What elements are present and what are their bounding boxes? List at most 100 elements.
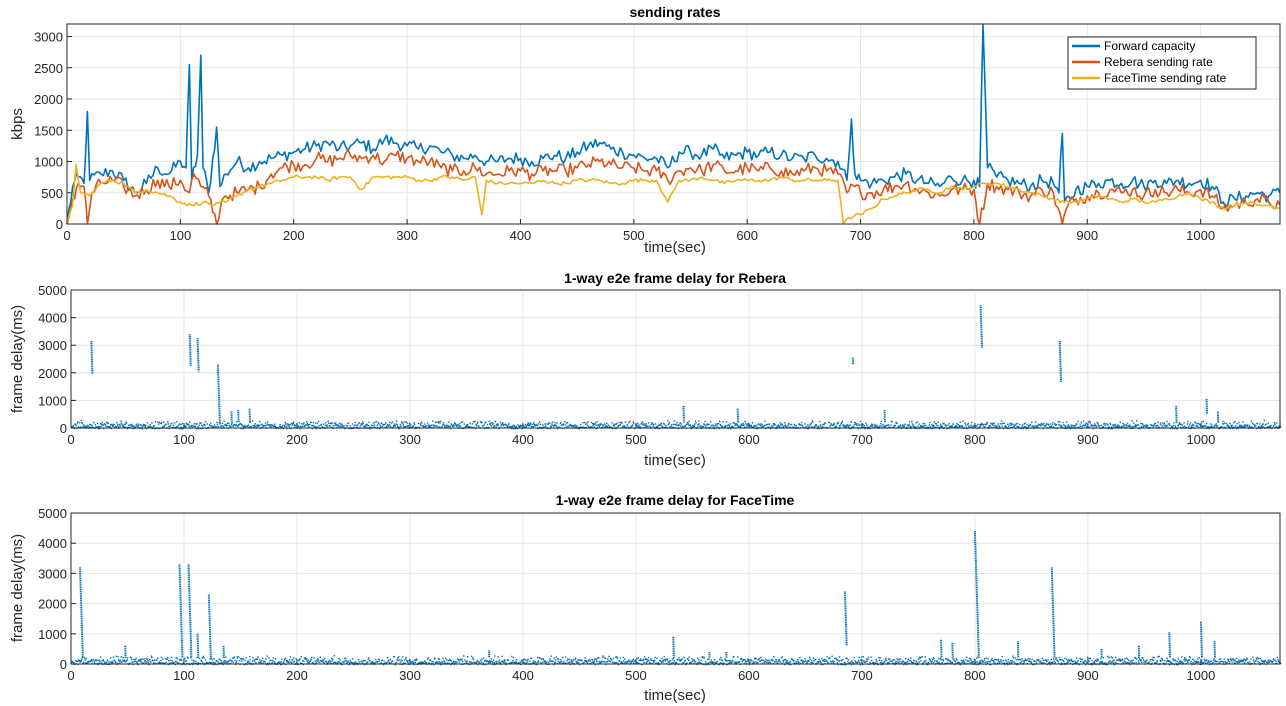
x-tick-label: 300 <box>399 668 421 683</box>
legend-label-rebera: Rebera sending rate <box>1104 55 1213 69</box>
y-tick-label: 2000 <box>38 366 67 381</box>
plot-frame <box>66 23 1281 225</box>
x-tick-label: 400 <box>510 228 532 243</box>
y-tick-label: 5000 <box>38 283 67 298</box>
gridlines <box>70 289 1280 429</box>
delay-spike <box>1205 398 1209 415</box>
x-tick-label: 500 <box>625 668 647 683</box>
delay-spike <box>1050 567 1056 658</box>
delay-spike <box>79 567 84 658</box>
chart-title: sending rates <box>629 4 720 20</box>
delay-spike <box>196 338 200 372</box>
x-tick-label: 900 <box>1076 228 1098 243</box>
x-tick-label: 800 <box>964 432 986 447</box>
panel-rebera-delay: 1-way e2e frame delay for Rebera 0 100 200… <box>9 270 1282 469</box>
delay-spike <box>1168 632 1172 658</box>
y-tick-label: 2000 <box>38 597 67 612</box>
delay-spike <box>1016 641 1020 658</box>
x-tick-label: 500 <box>623 228 645 243</box>
delay-points-baseline <box>71 655 1282 666</box>
x-tick-label: 200 <box>286 432 308 447</box>
delay-spike <box>940 639 943 658</box>
series-line-facetime-sending-rate <box>66 163 1281 225</box>
y-tick-label: 0 <box>60 421 67 436</box>
delay-spike <box>682 405 685 423</box>
legend-label-facetime: FaceTime sending rate <box>1104 71 1227 85</box>
plot-frame <box>70 512 1281 665</box>
x-tick-label: 900 <box>1077 432 1099 447</box>
panel-facetime-delay: 1-way e2e frame delay for FaceTime 0 100 2… <box>9 492 1282 704</box>
delay-spike <box>1175 405 1178 423</box>
delay-spike <box>1058 341 1063 383</box>
x-tick-label: 0 <box>67 432 74 447</box>
delay-points-baseline <box>71 419 1282 430</box>
y-tick-label: 1000 <box>38 393 67 408</box>
x-tick-label: 200 <box>286 668 308 683</box>
y-tick-label: 3000 <box>38 338 67 353</box>
x-tick-label: 600 <box>738 668 760 683</box>
chart-title: 1-way e2e frame delay for FaceTime <box>556 492 795 508</box>
x-axis-label: time(sec) <box>644 452 706 469</box>
panel-sending-rates: sending rates 0 100 200 300 400 500 600 700 800 9… <box>9 4 1281 256</box>
delay-spike <box>1213 641 1216 658</box>
legend-label-forward: Forward capacity <box>1104 39 1195 53</box>
y-tick-label: 4000 <box>38 536 67 551</box>
y-tick-label: 1500 <box>34 123 63 138</box>
delay-spike <box>207 594 212 658</box>
tick-labels: 0 100 200 300 400 500 600 700 800 900 1000 0 1000 200… <box>38 283 1215 447</box>
x-tick-label: 900 <box>1077 668 1099 683</box>
x-tick-label: 100 <box>173 668 195 683</box>
x-tick-label: 500 <box>625 432 647 447</box>
x-tick-label: 200 <box>283 228 305 243</box>
y-axis-label: frame delay(ms) <box>9 305 26 413</box>
delay-spike <box>188 334 192 366</box>
tick-labels: 0 100 200 300 400 500 600 700 800 900 1000 0 500 1000… <box>34 30 1215 244</box>
x-tick-label: 300 <box>396 228 418 243</box>
y-tick-label: 3000 <box>38 566 67 581</box>
delay-spike <box>187 564 193 658</box>
y-tick-label: 2000 <box>34 92 63 107</box>
x-tick-label: 1000 <box>1186 432 1215 447</box>
series-line-forward-capacity <box>66 23 1281 225</box>
x-tick-label: 100 <box>170 228 192 243</box>
x-tick-label: 800 <box>964 668 986 683</box>
delay-spike <box>216 364 221 423</box>
y-axis-label: frame delay(ms) <box>9 534 26 642</box>
y-tick-label: 500 <box>41 186 63 201</box>
x-tick-label: 600 <box>736 228 758 243</box>
delay-spike <box>1199 621 1204 658</box>
x-tick-label: 700 <box>850 228 872 243</box>
tick-labels: 0 100 200 300 400 500 600 700 800 900 1000 0 1000 200… <box>38 506 1215 683</box>
delay-spike <box>979 305 984 348</box>
delay-spike <box>178 564 184 658</box>
x-tick-label: 700 <box>851 668 873 683</box>
delay-spike <box>843 591 848 646</box>
data-points <box>71 305 1282 430</box>
y-tick-label: 3000 <box>34 30 63 45</box>
x-tick-label: 0 <box>63 228 70 243</box>
y-tick-label: 1000 <box>34 155 63 170</box>
delay-spike <box>90 341 94 375</box>
y-tick-label: 0 <box>56 217 63 232</box>
x-tick-label: 300 <box>399 432 421 447</box>
x-tick-label: 0 <box>67 668 74 683</box>
y-tick-label: 2500 <box>34 61 63 76</box>
delay-spike <box>973 531 980 658</box>
delay-spike <box>672 636 675 658</box>
x-tick-label: 700 <box>851 432 873 447</box>
y-axis-label: kbps <box>9 108 26 140</box>
x-tick-label: 1000 <box>1186 228 1215 243</box>
x-tick-label: 400 <box>512 432 534 447</box>
plot-frame <box>70 289 1281 429</box>
y-tick-label: 5000 <box>38 506 67 521</box>
y-tick-label: 0 <box>60 657 67 672</box>
delay-spike <box>196 633 200 658</box>
x-tick-label: 600 <box>738 432 760 447</box>
gridlines <box>70 512 1280 665</box>
chart-title: 1-way e2e frame delay for Rebera <box>564 270 786 286</box>
data-lines <box>66 23 1281 225</box>
data-points <box>71 531 1282 666</box>
x-tick-label: 1000 <box>1186 668 1215 683</box>
x-axis-label: time(sec) <box>644 687 706 704</box>
y-tick-label: 1000 <box>38 627 67 642</box>
